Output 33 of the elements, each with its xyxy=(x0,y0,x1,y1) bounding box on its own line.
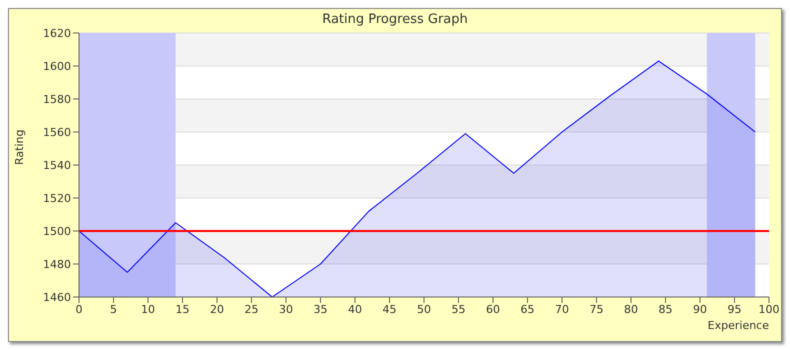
y-axis-title: Rating xyxy=(12,130,26,165)
x-tick-label: 35 xyxy=(314,302,328,316)
x-tick-label: 75 xyxy=(590,302,604,316)
x-tick-label: 5 xyxy=(110,302,117,316)
x-tick-label: 40 xyxy=(348,302,362,316)
y-tick-label: 1540 xyxy=(43,158,71,172)
x-tick-label: 20 xyxy=(210,302,224,316)
x-tick-label: 50 xyxy=(417,302,431,316)
x-tick-label: 95 xyxy=(728,302,742,316)
y-tick-label: 1480 xyxy=(43,258,71,271)
y-tick-label: 1520 xyxy=(43,192,71,205)
x-tick-label: 65 xyxy=(520,302,534,316)
y-tick-label: 1600 xyxy=(43,60,71,73)
y-tick-label: 1560 xyxy=(43,126,71,139)
y-tick-label: 1580 xyxy=(43,92,71,106)
chart-title: Rating Progress Graph xyxy=(321,11,469,27)
x-axis-title: Experience xyxy=(708,319,770,332)
y-tick-label: 1460 xyxy=(43,290,71,304)
x-tick-label: 85 xyxy=(658,302,672,316)
x-tick-label: 70 xyxy=(555,302,569,316)
x-tick-label: 60 xyxy=(486,302,500,316)
x-tick-label: 30 xyxy=(279,302,293,316)
x-tick-label: 80 xyxy=(624,302,638,316)
x-tick-label: 25 xyxy=(244,302,258,316)
x-tick-label: 15 xyxy=(176,302,190,316)
x-tick-label: 90 xyxy=(693,302,707,316)
x-tick-label: 10 xyxy=(141,302,155,316)
x-tick-label: 0 xyxy=(76,302,82,316)
x-tick-label: 45 xyxy=(382,302,396,316)
y-tick-label: 1620 xyxy=(43,26,71,40)
x-tick-label: 100 xyxy=(758,302,780,316)
y-tick-label: 1500 xyxy=(43,224,71,238)
x-tick-label: 55 xyxy=(452,302,466,316)
